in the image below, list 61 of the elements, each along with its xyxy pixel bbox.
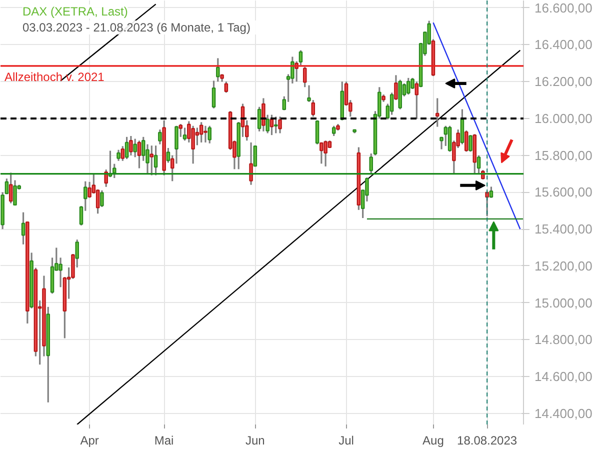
x-tick-label: Apr	[80, 434, 99, 448]
candlestick	[302, 66, 307, 88]
y-tick-label: 15.800,00	[534, 148, 592, 163]
candlestick	[124, 136, 129, 160]
candlestick	[414, 80, 419, 120]
y-tick-label: 14.400,00	[534, 406, 592, 421]
candlestick	[332, 125, 336, 137]
candlestick	[182, 126, 187, 142]
candlestick	[216, 57, 220, 82]
x-tick-label: Aug	[422, 434, 444, 448]
candlestick	[178, 123, 183, 138]
candlestick	[204, 125, 208, 144]
y-tick-label: 14.800,00	[534, 332, 592, 348]
candlestick	[278, 116, 282, 134]
candlestick	[133, 138, 137, 158]
candlestick	[100, 190, 104, 208]
y-tick-label: 16.200,00	[534, 74, 592, 90]
candlestick	[435, 97, 440, 128]
candlestick	[315, 120, 320, 146]
candlestick	[406, 77, 410, 96]
candlestick	[324, 140, 328, 168]
candlestick	[154, 144, 158, 176]
chart-title: DAX (XETRA, Last)	[22, 4, 128, 18]
y-tick-label: 14.600,00	[534, 369, 592, 384]
ref-line-label: Allzeithoch v. 2021	[4, 70, 105, 84]
candlestick	[485, 191, 489, 217]
y-tick-label: 15.400,00	[534, 222, 592, 237]
x-tick-label: Mai	[154, 434, 174, 448]
x-tick-label: Jul	[338, 434, 354, 448]
candlestick	[129, 135, 133, 156]
candlestick	[311, 99, 316, 118]
candlestick	[274, 116, 278, 134]
y-tick-label: 16.000,00	[534, 110, 592, 126]
candlestick	[191, 125, 195, 164]
x-tick-label: 18.08.2023	[457, 434, 518, 448]
y-tick-label: 15.000,00	[534, 295, 592, 310]
candlestick	[150, 144, 154, 176]
y-tick-label: 15.600,00	[534, 184, 592, 200]
candlestick	[489, 186, 494, 199]
candlestick	[137, 140, 142, 170]
candlestick	[468, 134, 472, 152]
candlestick	[58, 256, 62, 288]
candlestick	[174, 125, 178, 164]
candlestick	[212, 80, 216, 110]
candlestick	[199, 121, 204, 144]
candlestick	[253, 146, 258, 167]
candlestick	[8, 172, 13, 204]
x-tick-label: Jun	[245, 434, 265, 448]
candlestick	[208, 125, 212, 144]
candlestick	[21, 212, 26, 246]
y-tick-label: 16.400,00	[534, 37, 592, 52]
candlestick	[116, 149, 120, 162]
y-tick-label: 16.600,00	[534, 0, 592, 16]
candlestick	[444, 125, 448, 147]
candlestick	[249, 142, 253, 186]
candlestick	[224, 80, 228, 94]
y-tick-label: 15.200,00	[534, 258, 592, 274]
candlestick	[320, 142, 324, 164]
candlestick	[158, 128, 162, 146]
text: 03.03.2023 - 21.08.2023 (6 Monate, 1 Tag)	[22, 20, 250, 34]
candlestick	[262, 97, 266, 132]
